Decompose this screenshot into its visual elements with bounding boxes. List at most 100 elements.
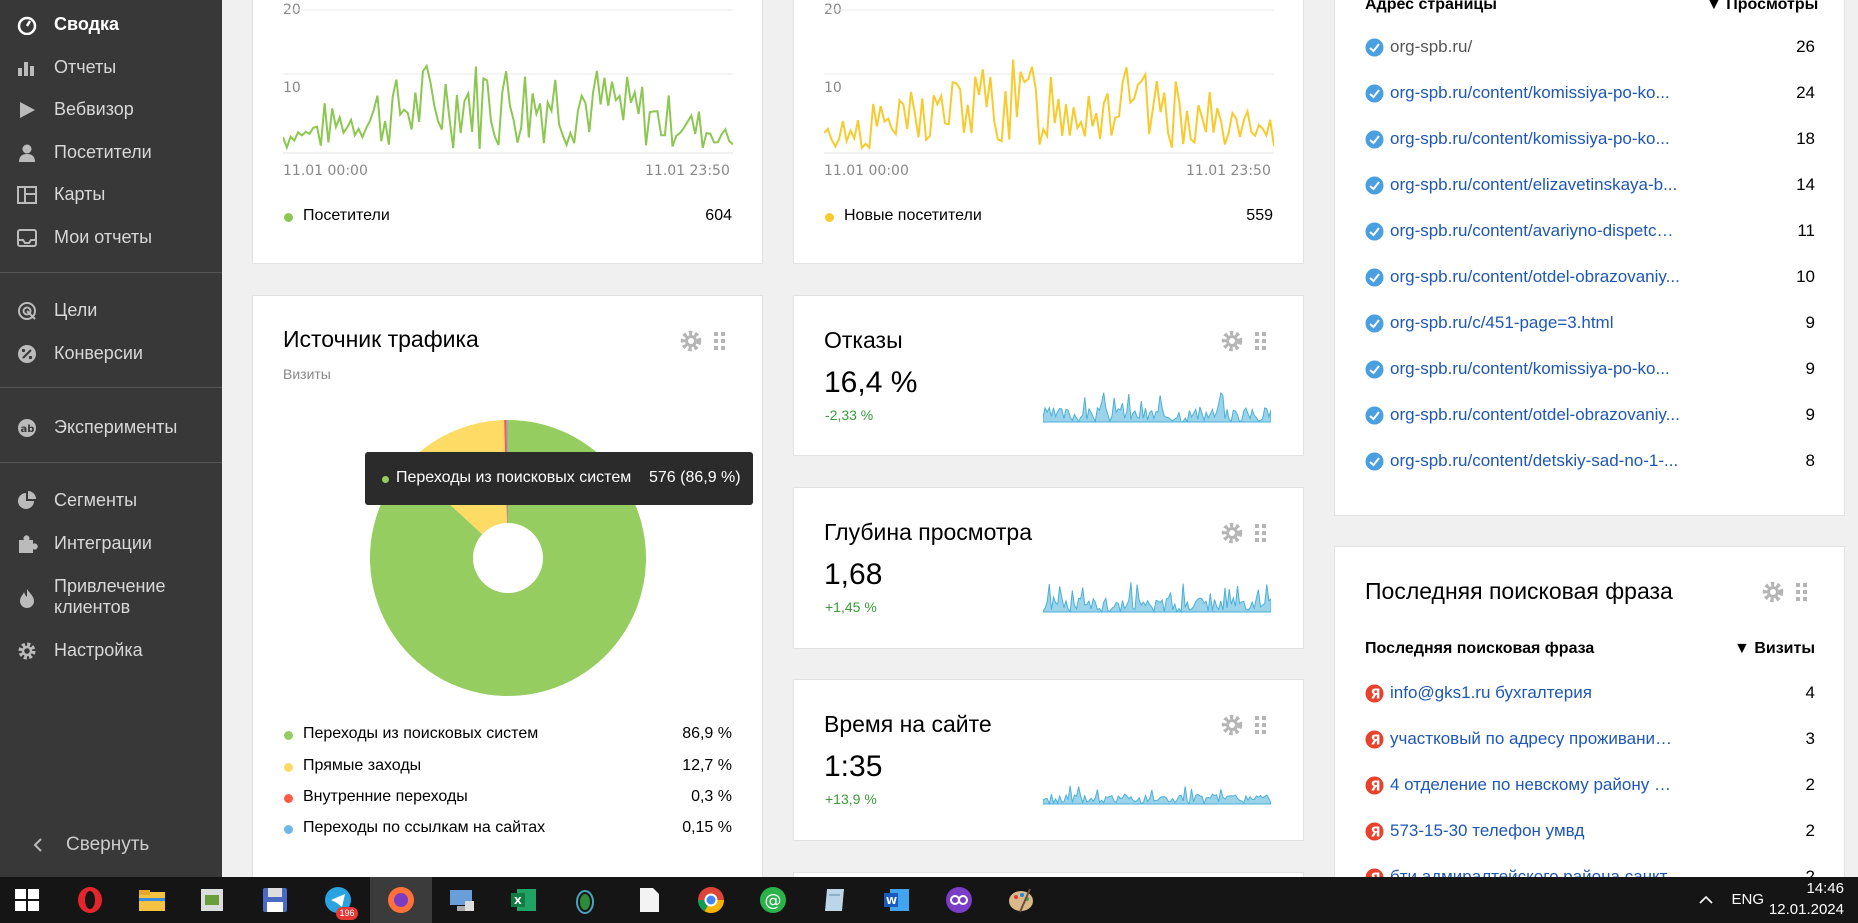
page-url-link[interactable]: org-spb.ru/c/451-page=3.html (1390, 313, 1614, 332)
nav-label: Отчеты (54, 56, 117, 77)
page-views-value: 8 (1805, 451, 1815, 470)
chrome-icon[interactable] (696, 885, 726, 915)
nav-item-webvisor[interactable]: Вебвизор (0, 92, 222, 126)
mail-at-icon[interactable]: @ (758, 885, 788, 915)
settings-gear-icon[interactable] (1762, 581, 1784, 603)
page-url-link[interactable]: org-spb.ru/content/avariyno-dispetch... (1390, 221, 1680, 240)
legend-item[interactable]: Внутренние переходы 0,3 % (284, 788, 732, 808)
legend-dot (825, 213, 834, 222)
legend-item[interactable]: Переходы из поисковых систем 86,9 % (284, 725, 732, 745)
nav-item-experiments[interactable]: ab Эксперименты (0, 410, 222, 444)
notebook-app-icon[interactable] (820, 885, 850, 915)
page-row[interactable]: org-spb.ru/c/451-page=3.html 9 (1365, 311, 1815, 337)
page-url-link[interactable]: org-spb.ru/content/komissiya-po-ko... (1390, 129, 1670, 148)
y-tick: 10 (283, 80, 301, 96)
language-indicator[interactable]: ENG (1731, 891, 1764, 908)
page-url-link[interactable]: org-spb.ru/ (1390, 37, 1473, 56)
page-row[interactable]: org-spb.ru/content/otdel-obrazovaniy... 9 (1365, 403, 1815, 429)
nav-item-acquisition[interactable]: Привлечение клиентов (0, 575, 222, 619)
page-views-value: 18 (1796, 129, 1815, 148)
file-explorer-icon[interactable] (137, 885, 167, 915)
page-url-link[interactable]: org-spb.ru/content/komissiya-po-ko... (1390, 359, 1670, 378)
nav-item-integrations[interactable]: Интеграции (0, 526, 222, 560)
col-visits-header[interactable]: ▼ Визиты (1734, 640, 1815, 657)
legend-item[interactable]: Переходы по ссылкам на сайтах 0,15 % (284, 819, 732, 839)
nav-item-reports[interactable]: Отчеты (0, 50, 222, 84)
page-url-link[interactable]: org-spb.ru/content/elizavetinskaya-b... (1390, 175, 1678, 194)
chevron-left-icon (33, 838, 42, 852)
nav-item-goals[interactable]: Цели (0, 293, 222, 327)
page-url-link[interactable]: org-spb.ru/content/otdel-obrazovaniy... (1390, 405, 1680, 424)
page-row[interactable]: org-spb.ru/content/komissiya-po-ko... 9 (1365, 357, 1815, 383)
blank-document-icon[interactable] (634, 885, 664, 915)
remote-desktop-icon[interactable] (447, 885, 477, 915)
firefox-icon[interactable] (386, 885, 416, 915)
legend-value: 12,7 % (682, 757, 732, 774)
search-phrase-link[interactable]: 4 отделение по невскому району по ... (1390, 775, 1680, 794)
windows-start-icon[interactable] (12, 885, 42, 915)
drag-handle-icon[interactable] (1255, 524, 1266, 542)
nav-item-segments[interactable]: Сегменты (0, 483, 222, 517)
page-row[interactable]: org-spb.ru/content/detskiy-sad-no-1-... 8 (1365, 449, 1815, 475)
page-url-link[interactable]: org-spb.ru/content/komissiya-po-ko... (1390, 83, 1670, 102)
page-row[interactable]: org-spb.ru/26 (1365, 35, 1815, 61)
nav-item-visitors[interactable]: Посетители (0, 135, 222, 169)
excel-icon[interactable]: X (508, 885, 538, 915)
card-tools (1219, 519, 1275, 547)
notepad-app-icon[interactable] (197, 885, 227, 915)
nav-item-summary[interactable]: Сводка (0, 7, 222, 41)
nav-item-settings[interactable]: Настройка (0, 633, 222, 667)
tooltip-dot (382, 476, 389, 483)
bounce-sparkline (1043, 391, 1271, 424)
page-row[interactable]: org-spb.ru/content/otdel-obrazovaniy... 1… (1365, 265, 1815, 291)
sidebar: Сводка Отчеты Вебвизор Посетители Карты … (0, 0, 222, 877)
telegram-icon[interactable] (323, 885, 353, 915)
nav-divider (0, 387, 222, 388)
search-phrase-link[interactable]: info@gks1.ru бухгалтерия (1390, 683, 1592, 702)
page-url-link[interactable]: org-spb.ru/content/detskiy-sad-no-1-... (1390, 451, 1679, 470)
search-phrase-row[interactable]: Я 4 отделение по невскому району по ... 2 (1365, 773, 1815, 799)
drag-handle-icon[interactable] (1255, 332, 1266, 350)
green-bottle-icon[interactable] (570, 885, 600, 915)
settings-gear-icon[interactable] (1221, 714, 1243, 736)
nav-item-maps[interactable]: Карты (0, 177, 222, 211)
nav-item-conversions[interactable]: Конверсии (0, 336, 222, 370)
search-visits-value: 2 (1805, 867, 1815, 883)
save-disk-icon[interactable] (260, 885, 290, 915)
svg-text:X: X (514, 896, 522, 907)
collapse-button[interactable]: Свернуть (0, 828, 222, 862)
legend-item[interactable]: Прямые заходы 12,7 % (284, 757, 732, 777)
svg-text:W: W (886, 896, 897, 907)
svg-text:@: @ (765, 891, 782, 911)
vpn-app-icon[interactable] (944, 885, 974, 915)
page-row[interactable]: org-spb.ru/content/avariyno-dispetch... 1… (1365, 219, 1815, 245)
word-icon[interactable]: W (881, 885, 911, 915)
col-views-header[interactable]: ▼ Просмотры (1706, 0, 1819, 13)
page-row[interactable]: org-spb.ru/content/komissiya-po-ko... 18 (1365, 127, 1815, 153)
drag-handle-icon[interactable] (1255, 716, 1266, 734)
drag-handle-icon[interactable] (1796, 583, 1807, 601)
opera-icon[interactable] (75, 885, 105, 915)
taskbar-date[interactable]: 12.01.2024 (1768, 901, 1844, 918)
nav-item-my-reports[interactable]: Мои отчеты (0, 220, 222, 254)
page-row[interactable]: org-spb.ru/content/elizavetinskaya-b... 1… (1365, 173, 1815, 199)
drag-handle-icon[interactable] (714, 332, 725, 350)
col-page-header[interactable]: Адрес страницы (1365, 0, 1497, 13)
card-tools (678, 327, 734, 355)
legend-dot (284, 763, 293, 772)
chevron-up-icon[interactable] (1697, 891, 1715, 909)
verified-page-icon (1365, 268, 1384, 287)
col-phrase-header[interactable]: Последняя поисковая фраза (1365, 640, 1595, 657)
page-url-link[interactable]: org-spb.ru/content/otdel-obrazovaniy... (1390, 267, 1680, 286)
settings-gear-icon[interactable] (1221, 522, 1243, 544)
taskbar-time[interactable]: 14:46 (1806, 880, 1844, 897)
search-phrase-link[interactable]: участковый по адресу проживания с... (1390, 729, 1680, 748)
page-row[interactable]: org-spb.ru/content/komissiya-po-ko... 24 (1365, 81, 1815, 107)
search-phrase-row[interactable]: Я 573-15-30 телефон умвд 2 (1365, 819, 1815, 845)
search-phrase-link[interactable]: 573-15-30 телефон умвд (1390, 821, 1585, 840)
settings-gear-icon[interactable] (680, 330, 702, 352)
paint-icon[interactable] (1006, 885, 1036, 915)
settings-gear-icon[interactable] (1221, 330, 1243, 352)
